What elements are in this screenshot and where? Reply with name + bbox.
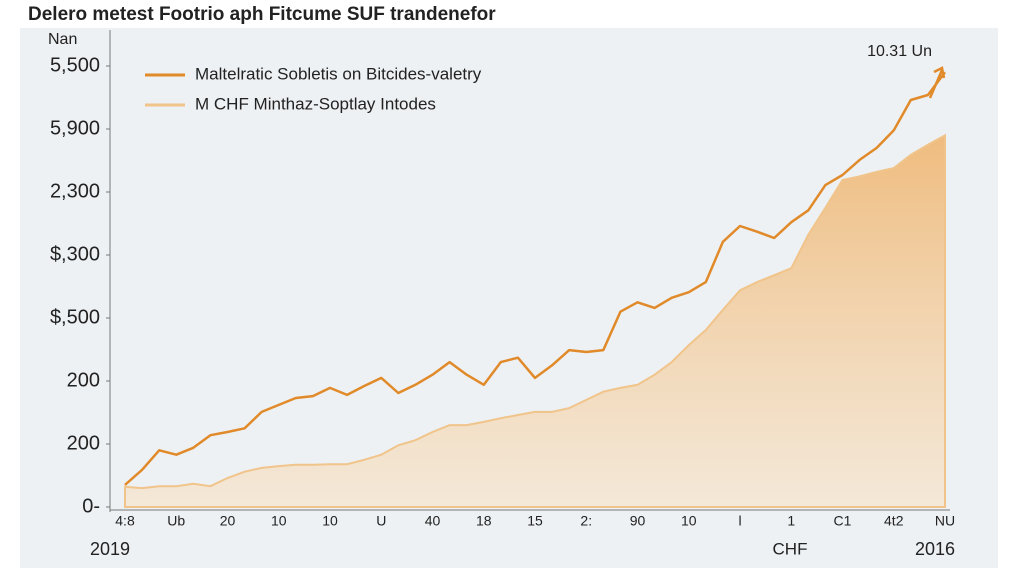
annotation: 2019 — [90, 539, 130, 559]
x-tick-label: 40 — [425, 513, 441, 529]
y-tick-label: $,500 — [50, 306, 100, 328]
x-tick-label: 90 — [630, 513, 646, 529]
y-tick-label: 0- — [82, 495, 100, 517]
y-tick-label: 2,300 — [50, 180, 100, 202]
y-tick-label: 200 — [67, 432, 100, 454]
x-tick-label: Ub — [167, 513, 185, 529]
x-tick-label: 4:8 — [115, 513, 135, 529]
annotation: 10.31 Un — [867, 43, 932, 60]
y-tick-label: 5,900 — [50, 117, 100, 139]
chart-title: Delero metest Footrio aph Fitcume SUF tr… — [28, 4, 496, 25]
y-tick-label: $,300 — [50, 243, 100, 265]
x-tick-label: 20 — [220, 513, 236, 529]
legend-label: Maltelratic Sobletis on Bitcides-valetry — [195, 64, 482, 83]
area — [124, 133, 946, 508]
x-tick-label: 10 — [681, 513, 697, 529]
y-tick-label: 5,500 — [50, 54, 100, 76]
annotation: CHF — [773, 539, 808, 558]
x-tick-label: U — [376, 513, 386, 529]
x-tick-label: C1 — [834, 513, 852, 529]
x-tick-label: l — [738, 513, 741, 529]
x-tick-label: 2: — [580, 513, 592, 529]
annotation: 2016 — [915, 539, 955, 559]
x-tick-label: 18 — [476, 513, 492, 529]
annotation-arrow — [928, 66, 946, 99]
x-tick-label: 10 — [271, 513, 287, 529]
y-axis-label: Nan — [48, 31, 77, 48]
x-tick-label: NU — [935, 513, 955, 529]
x-tick-label: 15 — [527, 513, 543, 529]
legend-label: M CHF Minthaz-Soptlay Intodes — [195, 94, 436, 113]
x-tick-label: 1 — [787, 513, 795, 529]
x-tick-label: 10 — [322, 513, 338, 529]
x-tick-label: 4t2 — [884, 513, 904, 529]
y-tick-label: 200 — [67, 369, 100, 391]
line — [124, 71, 946, 486]
